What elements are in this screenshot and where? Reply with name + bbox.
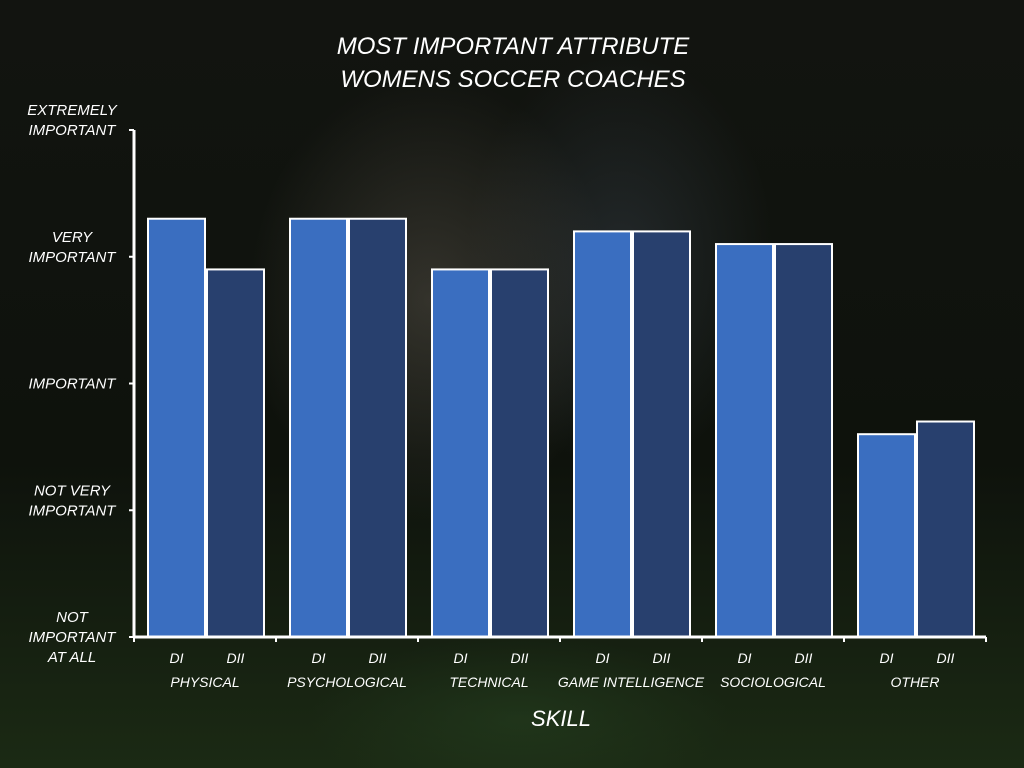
y-tick-label-line: IMPORTANT (29, 502, 118, 519)
series-label-dii: DII (369, 650, 387, 666)
x-axis-label: SKILL (531, 706, 591, 731)
series-label-dii: DII (227, 650, 245, 666)
chart-title-line-1: MOST IMPORTANT ATTRIBUTE (337, 33, 690, 60)
category-label-sociological: SOCIOLOGICAL (720, 674, 826, 690)
bar-technical-di (431, 268, 490, 638)
y-tick-label-line: IMPORTANT (29, 376, 118, 393)
y-tick-label-line: AT ALL (47, 649, 96, 666)
y-tick-label: VERY IMPORTANT (29, 229, 118, 266)
y-tick-label: IMPORTANT (29, 376, 118, 393)
bar-technical-dii (490, 268, 549, 638)
bars (147, 217, 975, 639)
series-label-di: DI (312, 650, 326, 666)
bar-psychological-di (289, 217, 348, 638)
bar-game-intelligence-di (573, 230, 632, 638)
chart-title-line-2: WOMENS SOCCER COACHES (340, 66, 685, 93)
bar-sociological-dii (774, 243, 833, 638)
y-tick-label-line: NOT (56, 609, 90, 626)
bar-physical-di (147, 217, 206, 638)
y-tick-label-line: IMPORTANT (29, 122, 118, 139)
category-label-other: OTHER (891, 674, 940, 690)
category-label-game-intelligence: GAME INTELLIGENCE (558, 674, 705, 690)
y-tick-label: EXTREMELY IMPORTANT (27, 102, 117, 139)
y-tick-label: NOT VERY IMPORTANT (29, 482, 118, 519)
y-tick-label-line: VERY (52, 229, 93, 246)
bar-other-dii (916, 420, 975, 638)
y-tick-label-line: NOT VERY (34, 482, 111, 499)
category-label-psychological: PSYCHOLOGICAL (287, 674, 407, 690)
x-tick-labels: DI DII PHYSICAL DI DII PSYCHOLOGICAL DI DII TECH… (170, 650, 955, 690)
bar-psychological-dii (348, 217, 407, 638)
series-label-dii: DII (511, 650, 529, 666)
y-tick-label-line: IMPORTANT (29, 249, 118, 266)
series-label-di: DI (738, 650, 752, 666)
y-tick-label-line: IMPORTANT (29, 629, 118, 646)
y-tick-label-line: EXTREMELY (27, 102, 117, 119)
axes (129, 129, 987, 642)
bar-game-intelligence-dii (632, 230, 691, 638)
series-label-di: DI (170, 650, 184, 666)
category-label-technical: TECHNICAL (449, 674, 528, 690)
y-tick-label: NOT IMPORTANT AT ALL (29, 609, 118, 666)
series-label-dii: DII (653, 650, 671, 666)
bar-physical-dii (206, 268, 265, 638)
bar-other-di (857, 433, 916, 639)
chart-title: MOST IMPORTANT ATTRIBUTE WOMENS SOCCER C… (337, 33, 690, 93)
series-label-di: DI (454, 650, 468, 666)
series-label-di: DI (596, 650, 610, 666)
series-label-di: DI (880, 650, 894, 666)
category-label-physical: PHYSICAL (170, 674, 239, 690)
bar-sociological-di (715, 243, 774, 638)
series-label-dii: DII (795, 650, 813, 666)
y-tick-labels: NOT IMPORTANT AT ALL NOT VERY IMPORTANT IMPOR… (27, 102, 117, 666)
series-label-dii: DII (937, 650, 955, 666)
